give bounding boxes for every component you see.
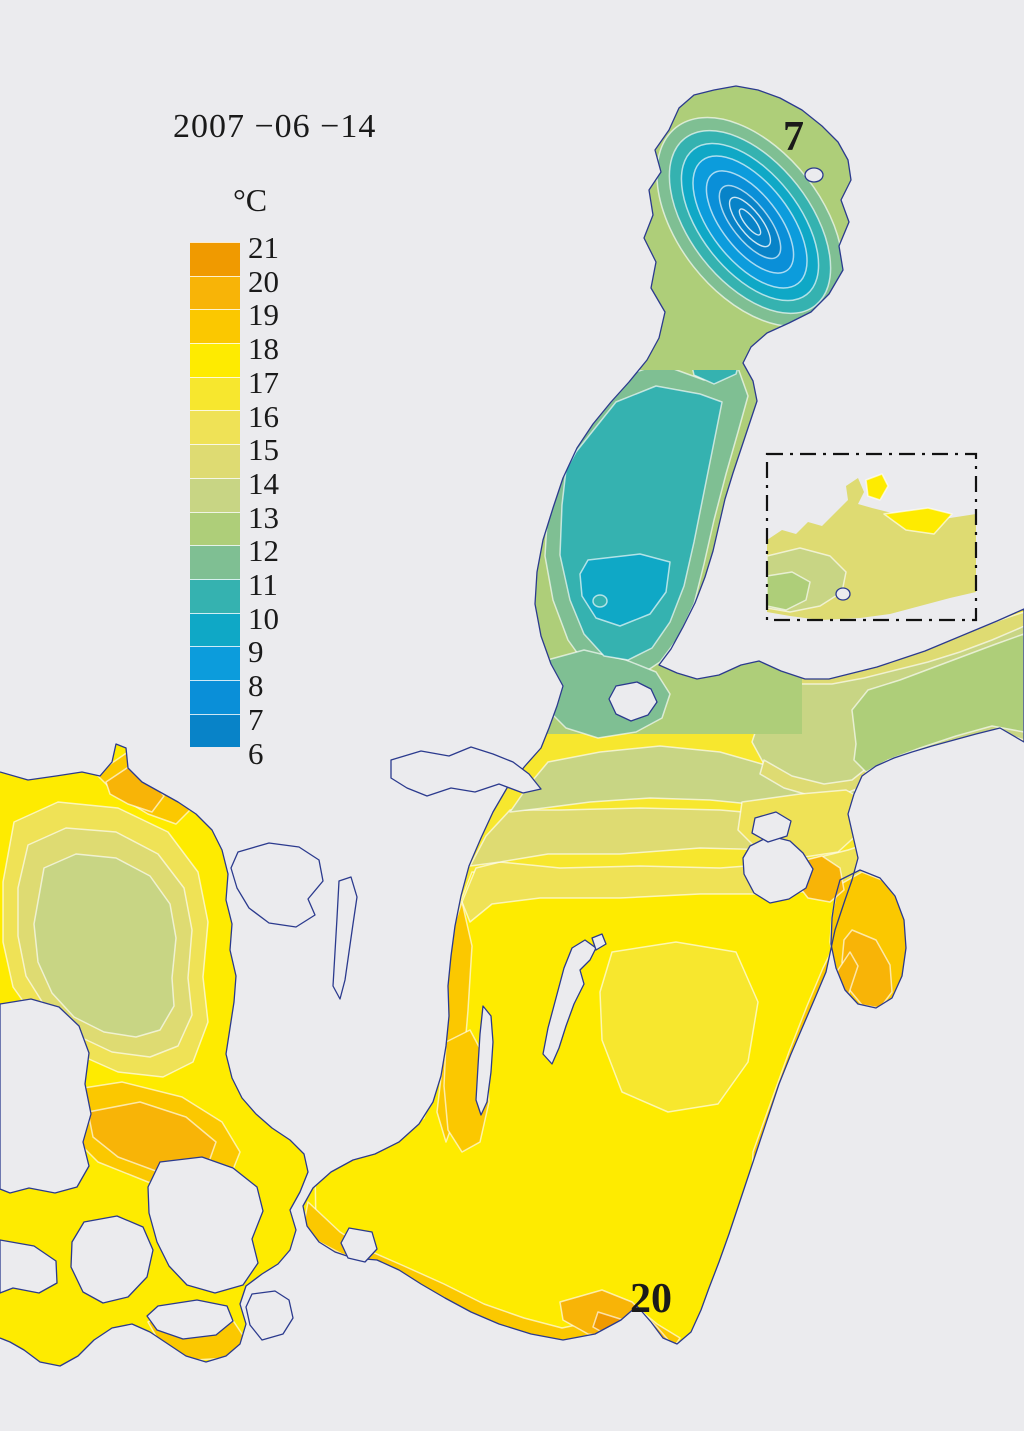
legend-label-12: 12 — [248, 533, 279, 569]
legend-swatch-19 — [190, 309, 240, 344]
kattegat-coastline — [0, 743, 309, 1367]
island-funen — [70, 1215, 154, 1304]
legend-unit: °C — [233, 182, 268, 218]
bay-contour-ring — [738, 208, 762, 236]
island-bornholm — [340, 1227, 378, 1263]
sea-zone-hole-11 — [592, 594, 608, 608]
annotation-bothnian-bay: 7 — [783, 114, 804, 160]
lake-vanern — [230, 842, 324, 928]
legend-colorbar — [190, 242, 240, 748]
inset-map — [765, 452, 978, 622]
legend-label-6: 6 — [248, 735, 264, 771]
legend-swatch-9 — [190, 646, 240, 680]
legend-swatch-8 — [190, 679, 240, 714]
legend-labels: 21 20 19 18 17 16 15 14 13 12 11 10 9 8 7 6 — [248, 231, 308, 782]
bay-contour-ring — [728, 196, 772, 248]
legend-swatch-18 — [190, 343, 240, 377]
legend-swatch-11 — [190, 578, 240, 613]
inset-content — [767, 473, 976, 620]
map-date: 2007 −06 −14 — [173, 108, 377, 145]
legend-label-14: 14 — [248, 465, 279, 501]
legend-label-15: 15 — [248, 432, 279, 468]
sea-zone-gotland-east-17 — [599, 941, 759, 1113]
gulf-of-riga-coastline — [830, 869, 907, 1009]
island-saaremaa — [742, 835, 814, 904]
legend-swatch-12 — [190, 545, 240, 579]
island-rugen — [245, 1290, 294, 1341]
bothnian-bay-rings — [656, 116, 844, 328]
island-faro — [591, 933, 607, 951]
inset-water-top-18 — [865, 473, 889, 501]
legend-swatch-20 — [190, 275, 240, 310]
inset-water-13 — [767, 571, 811, 611]
baltic-coastline — [302, 85, 1024, 1345]
island-gotland — [542, 939, 597, 1065]
legend-label-13: 13 — [248, 499, 279, 535]
legend-label-18: 18 — [248, 331, 279, 367]
legend-label-8: 8 — [248, 668, 264, 704]
legend-label-10: 10 — [248, 600, 279, 636]
lake-malaren — [390, 746, 542, 797]
inset-water-18 — [883, 507, 953, 535]
legend-label-11: 11 — [248, 567, 278, 602]
legend-swatch-17 — [190, 376, 240, 411]
legend-label-19: 19 — [248, 297, 279, 333]
annotation-south-baltic: 20 — [630, 1276, 672, 1322]
island-aland — [608, 681, 658, 722]
schleswig-land — [0, 1239, 58, 1294]
bay-ring-7 — [718, 184, 782, 260]
legend-swatch-15 — [190, 444, 240, 478]
legend-label-17: 17 — [248, 364, 279, 400]
sea-zone-bothnian-sea-11 — [559, 385, 723, 661]
jutland-peninsula — [0, 998, 92, 1194]
legend-swatch-21 — [190, 242, 240, 276]
legend-swatch-13 — [190, 511, 240, 546]
sea-zone-bothnian-sea-10 — [579, 553, 671, 627]
inset-border — [765, 452, 978, 622]
legend-swatch-7 — [190, 713, 240, 748]
legend-swatch-16 — [190, 410, 240, 445]
island-hiiumaa — [751, 811, 792, 843]
island-hailuoto — [804, 167, 824, 183]
legend-label-7: 7 — [248, 701, 264, 737]
legend-swatch-10 — [190, 612, 240, 647]
legend-label-9: 9 — [248, 634, 264, 670]
sea-zone-kattegat-14 — [33, 853, 177, 1038]
inset-islet — [835, 587, 851, 601]
lake-vattern — [332, 876, 358, 1000]
island-oland — [475, 1005, 494, 1116]
legend-swatch-14 — [190, 477, 240, 512]
legend-label-16: 16 — [248, 398, 279, 434]
island-lolland — [146, 1299, 234, 1340]
legend-label-20: 20 — [248, 263, 279, 299]
legend-label-21: 21 — [248, 230, 279, 265]
island-zealand — [147, 1156, 264, 1294]
